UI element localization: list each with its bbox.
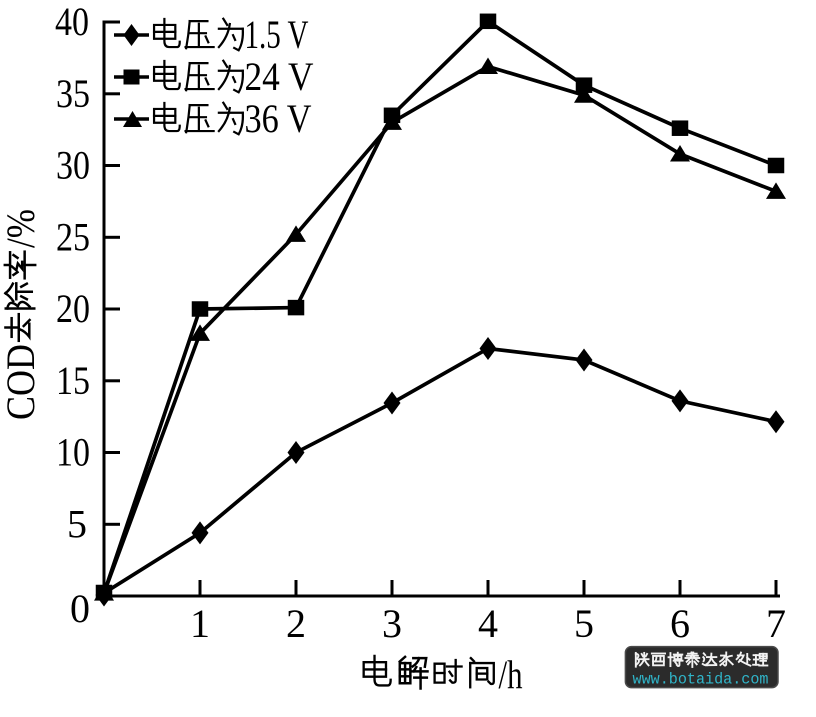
svg-text:30: 30 — [56, 143, 90, 188]
svg-text:1: 1 — [190, 601, 210, 646]
svg-text:25: 25 — [56, 215, 90, 260]
svg-text:5: 5 — [574, 601, 594, 646]
svg-text:1.5 V: 1.5 V — [245, 12, 309, 57]
svg-text:36 V: 36 V — [245, 96, 312, 141]
svg-text:4: 4 — [478, 601, 498, 646]
svg-text:/%: /% — [0, 209, 43, 248]
svg-text:6: 6 — [670, 601, 690, 646]
svg-text:0: 0 — [70, 586, 90, 631]
svg-text:2: 2 — [286, 601, 306, 646]
svg-text:40: 40 — [55, 0, 89, 44]
svg-text:20: 20 — [56, 286, 90, 331]
svg-text:35: 35 — [56, 71, 90, 116]
svg-text:/h: /h — [499, 652, 523, 697]
svg-text:15: 15 — [56, 358, 90, 403]
svg-text:7: 7 — [766, 601, 786, 646]
svg-text:5: 5 — [67, 502, 87, 547]
svg-text:24 V: 24 V — [245, 54, 314, 99]
svg-text:www.botaida.com: www.botaida.com — [633, 671, 769, 689]
svg-text:COD: COD — [0, 344, 43, 420]
svg-text:3: 3 — [382, 601, 402, 646]
svg-text:10: 10 — [56, 430, 90, 475]
